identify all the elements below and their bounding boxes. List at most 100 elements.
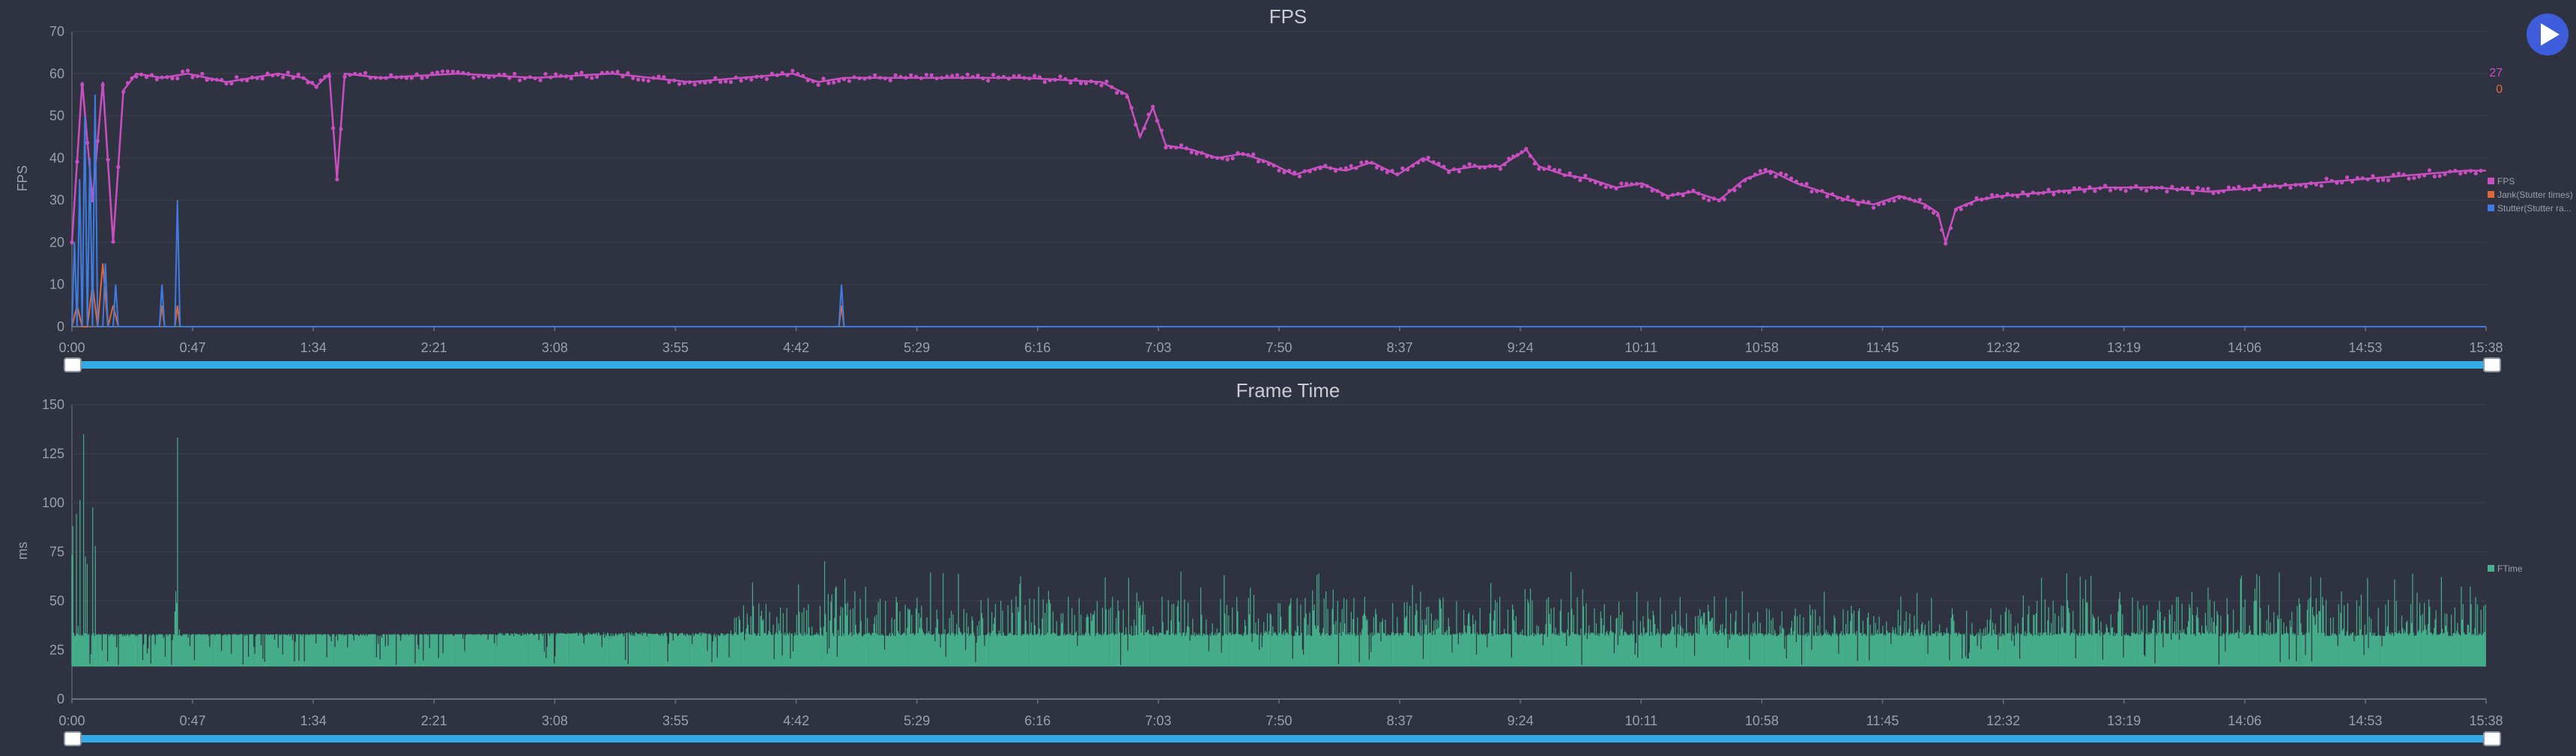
fps-point <box>1200 151 1204 155</box>
fps-x-ticks: 0:00 0:47 1:34 2:21 3:08 3:55 4:42 5:29 6:16 7:03… <box>58 327 2503 355</box>
fps-point <box>1552 168 1557 172</box>
fps-point <box>2066 190 2072 195</box>
fps-point <box>780 70 784 75</box>
fps-point <box>2010 193 2015 198</box>
fps-point <box>1047 78 1052 82</box>
y-tick-label: 30 <box>49 193 64 208</box>
y-tick-label: 40 <box>49 151 64 166</box>
fps-point <box>2422 173 2427 178</box>
fps-zoom-slider[interactable] <box>64 357 2501 372</box>
fps-point <box>929 73 934 77</box>
fps-point <box>260 76 264 81</box>
legend-entry[interactable]: Jank(Stutter times) <box>2497 190 2573 200</box>
fps-point <box>2360 176 2365 181</box>
fps-point <box>1462 164 1466 169</box>
frametime-slider-handle-right[interactable] <box>2483 731 2501 746</box>
fps-point <box>1266 162 1271 166</box>
frametime-slider-handle-left[interactable] <box>64 731 82 746</box>
fps-legend: FPS Jank(Stutter times) Stutter(Stutter ra… <box>2488 176 2573 214</box>
fps-point <box>2185 186 2190 190</box>
frametime-zoom-slider[interactable] <box>64 731 2501 746</box>
fps-point <box>1861 199 1866 204</box>
fps-point <box>610 70 614 75</box>
fps-point <box>1825 194 1830 199</box>
fps-point <box>1598 182 1603 187</box>
fps-point <box>1210 154 1215 160</box>
play-button[interactable] <box>2527 13 2569 55</box>
fps-point <box>821 76 826 81</box>
fps-point <box>399 75 404 79</box>
fps-point <box>378 76 383 80</box>
fps-point <box>1251 152 1256 157</box>
fps-point <box>456 70 460 74</box>
fps-point <box>811 79 815 84</box>
fps-point <box>404 76 409 80</box>
fps-slider-handle-right[interactable] <box>2483 357 2501 372</box>
fps-point <box>2052 192 2056 196</box>
fps-point <box>1012 74 1016 79</box>
fps-slider-handle-left[interactable] <box>64 357 82 372</box>
fps-point <box>1220 156 1224 160</box>
fps-point <box>2344 175 2350 180</box>
fps-point <box>620 74 625 79</box>
legend-entry[interactable]: FTime <box>2497 563 2523 574</box>
fps-point <box>306 80 310 85</box>
fps-point <box>2144 188 2149 193</box>
fps-point <box>116 165 121 169</box>
fps-point <box>2103 184 2108 188</box>
fps-point <box>301 76 306 80</box>
fps-point <box>595 74 599 79</box>
fps-point <box>1876 202 1881 207</box>
fps-point <box>1902 196 1907 200</box>
fps-point <box>1923 205 1927 210</box>
fps-point <box>2211 191 2216 196</box>
x-tick-label: 0:00 <box>58 713 85 728</box>
fps-point <box>852 75 856 79</box>
fps-point <box>2216 190 2221 195</box>
fps-point <box>950 73 955 78</box>
fps-point <box>1774 175 1778 179</box>
fps-point <box>276 73 280 77</box>
fps-point <box>1794 179 1798 184</box>
fps-point <box>507 76 512 80</box>
fps-point <box>1547 165 1552 169</box>
fps-point <box>1032 73 1037 78</box>
fps-point <box>1493 163 1498 169</box>
fps-point <box>445 69 450 73</box>
fps-point <box>363 70 368 75</box>
x-tick-label: 7:50 <box>1266 713 1292 728</box>
fps-point <box>651 76 656 80</box>
fps-point <box>1089 79 1093 84</box>
x-tick-label: 0:47 <box>180 340 206 355</box>
fps-point <box>149 73 154 77</box>
fps-point <box>318 78 323 82</box>
x-tick-label: 4:42 <box>783 340 809 355</box>
fps-point <box>878 76 883 80</box>
fps-point <box>373 76 378 80</box>
fps-point <box>2041 190 2046 195</box>
fps-point <box>461 70 465 75</box>
fps-slider-track[interactable] <box>72 361 2492 369</box>
fps-point <box>796 72 800 76</box>
fps-point <box>245 78 250 82</box>
legend-entry[interactable]: FPS <box>2497 176 2515 187</box>
frametime-slider-track[interactable] <box>72 735 2492 743</box>
fps-point <box>2463 170 2468 175</box>
fps-point <box>744 76 749 80</box>
y-tick-label: 20 <box>49 235 64 250</box>
fps-point <box>2294 183 2298 187</box>
fps-point <box>265 71 270 76</box>
fps-point <box>389 73 393 77</box>
fps-point <box>713 76 718 80</box>
fps-point <box>2118 187 2123 191</box>
fps-point <box>960 75 965 80</box>
fps-point <box>1364 160 1369 164</box>
fps-point <box>893 73 898 77</box>
fps-y-ticks: 0 10 20 30 40 50 60 70 <box>49 24 64 334</box>
fps-point <box>2031 190 2035 195</box>
fps-point <box>2396 172 2401 176</box>
fps-point <box>1374 166 1379 170</box>
fps-point <box>1748 175 1753 180</box>
fps-point <box>190 75 195 79</box>
legend-entry[interactable]: Stutter(Stutter ra... <box>2497 203 2572 214</box>
